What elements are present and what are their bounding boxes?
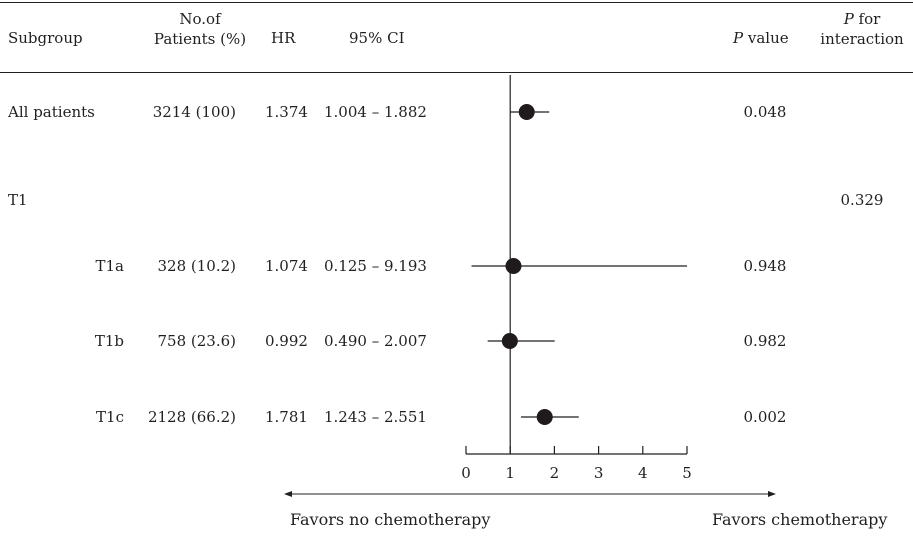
row-label: All patients [8, 103, 95, 121]
row-ci: 1.243 – 2.551 [324, 408, 427, 426]
x-tick-label: 0 [461, 464, 471, 482]
row-label: T1 [8, 191, 28, 209]
favors-left-label: Favors no chemotherapy [290, 510, 491, 529]
row-label: T1c [96, 408, 124, 426]
header-patients-line1: No.of [179, 10, 221, 28]
row-pvalue: 0.982 [743, 332, 787, 350]
header-interaction-line1: P for [812, 10, 912, 28]
row-ci: 0.490 – 2.007 [324, 332, 427, 350]
hr-point [536, 409, 553, 425]
header-patients-line2: Patients (%) [153, 30, 247, 48]
row-p-interaction: 0.329 [840, 191, 884, 209]
favors-arrow-right [768, 491, 776, 497]
row-hr: 1.074 [265, 257, 308, 275]
row-patients: 2128 (66.2) [147, 408, 236, 426]
row-patients: 3214 (100) [152, 103, 236, 121]
header-interaction-line2: interaction [820, 30, 904, 48]
header-interaction-p: P [843, 10, 854, 28]
header-pvalue: P value [733, 29, 789, 47]
x-tick-label: 5 [682, 464, 692, 482]
hr-point [505, 258, 522, 274]
favors-right-label: Favors chemotherapy [712, 510, 888, 529]
header-pvalue-p: P [733, 29, 744, 47]
row-label: T1a [95, 257, 125, 275]
row-pvalue: 0.048 [743, 103, 787, 121]
row-hr: 1.781 [265, 408, 308, 426]
hr-point [501, 333, 518, 349]
header-interaction-rest: for [853, 10, 881, 28]
row-patients: 758 (23.6) [157, 332, 236, 350]
hr-point [518, 104, 535, 120]
x-tick-label: 4 [638, 464, 648, 482]
row-patients: 328 (10.2) [157, 257, 236, 275]
x-tick-label: 3 [594, 464, 604, 482]
favors-arrow-left [284, 491, 292, 497]
header-pvalue-rest: value [743, 29, 789, 47]
x-tick-label: 1 [505, 464, 515, 482]
row-pvalue: 0.002 [743, 408, 787, 426]
row-hr: 0.992 [265, 332, 308, 350]
row-pvalue: 0.948 [743, 257, 787, 275]
top-rule [0, 2, 913, 3]
row-ci: 0.125 – 9.193 [324, 257, 427, 275]
row-label: T1b [94, 332, 124, 350]
row-hr: 1.374 [265, 103, 308, 121]
header-hr: HR [271, 29, 296, 47]
header-rule [0, 72, 913, 73]
header-subgroup: Subgroup [8, 29, 83, 47]
header-ci: 95% CI [349, 29, 405, 47]
row-ci: 1.004 – 1.882 [324, 103, 427, 121]
x-tick-label: 2 [550, 464, 560, 482]
